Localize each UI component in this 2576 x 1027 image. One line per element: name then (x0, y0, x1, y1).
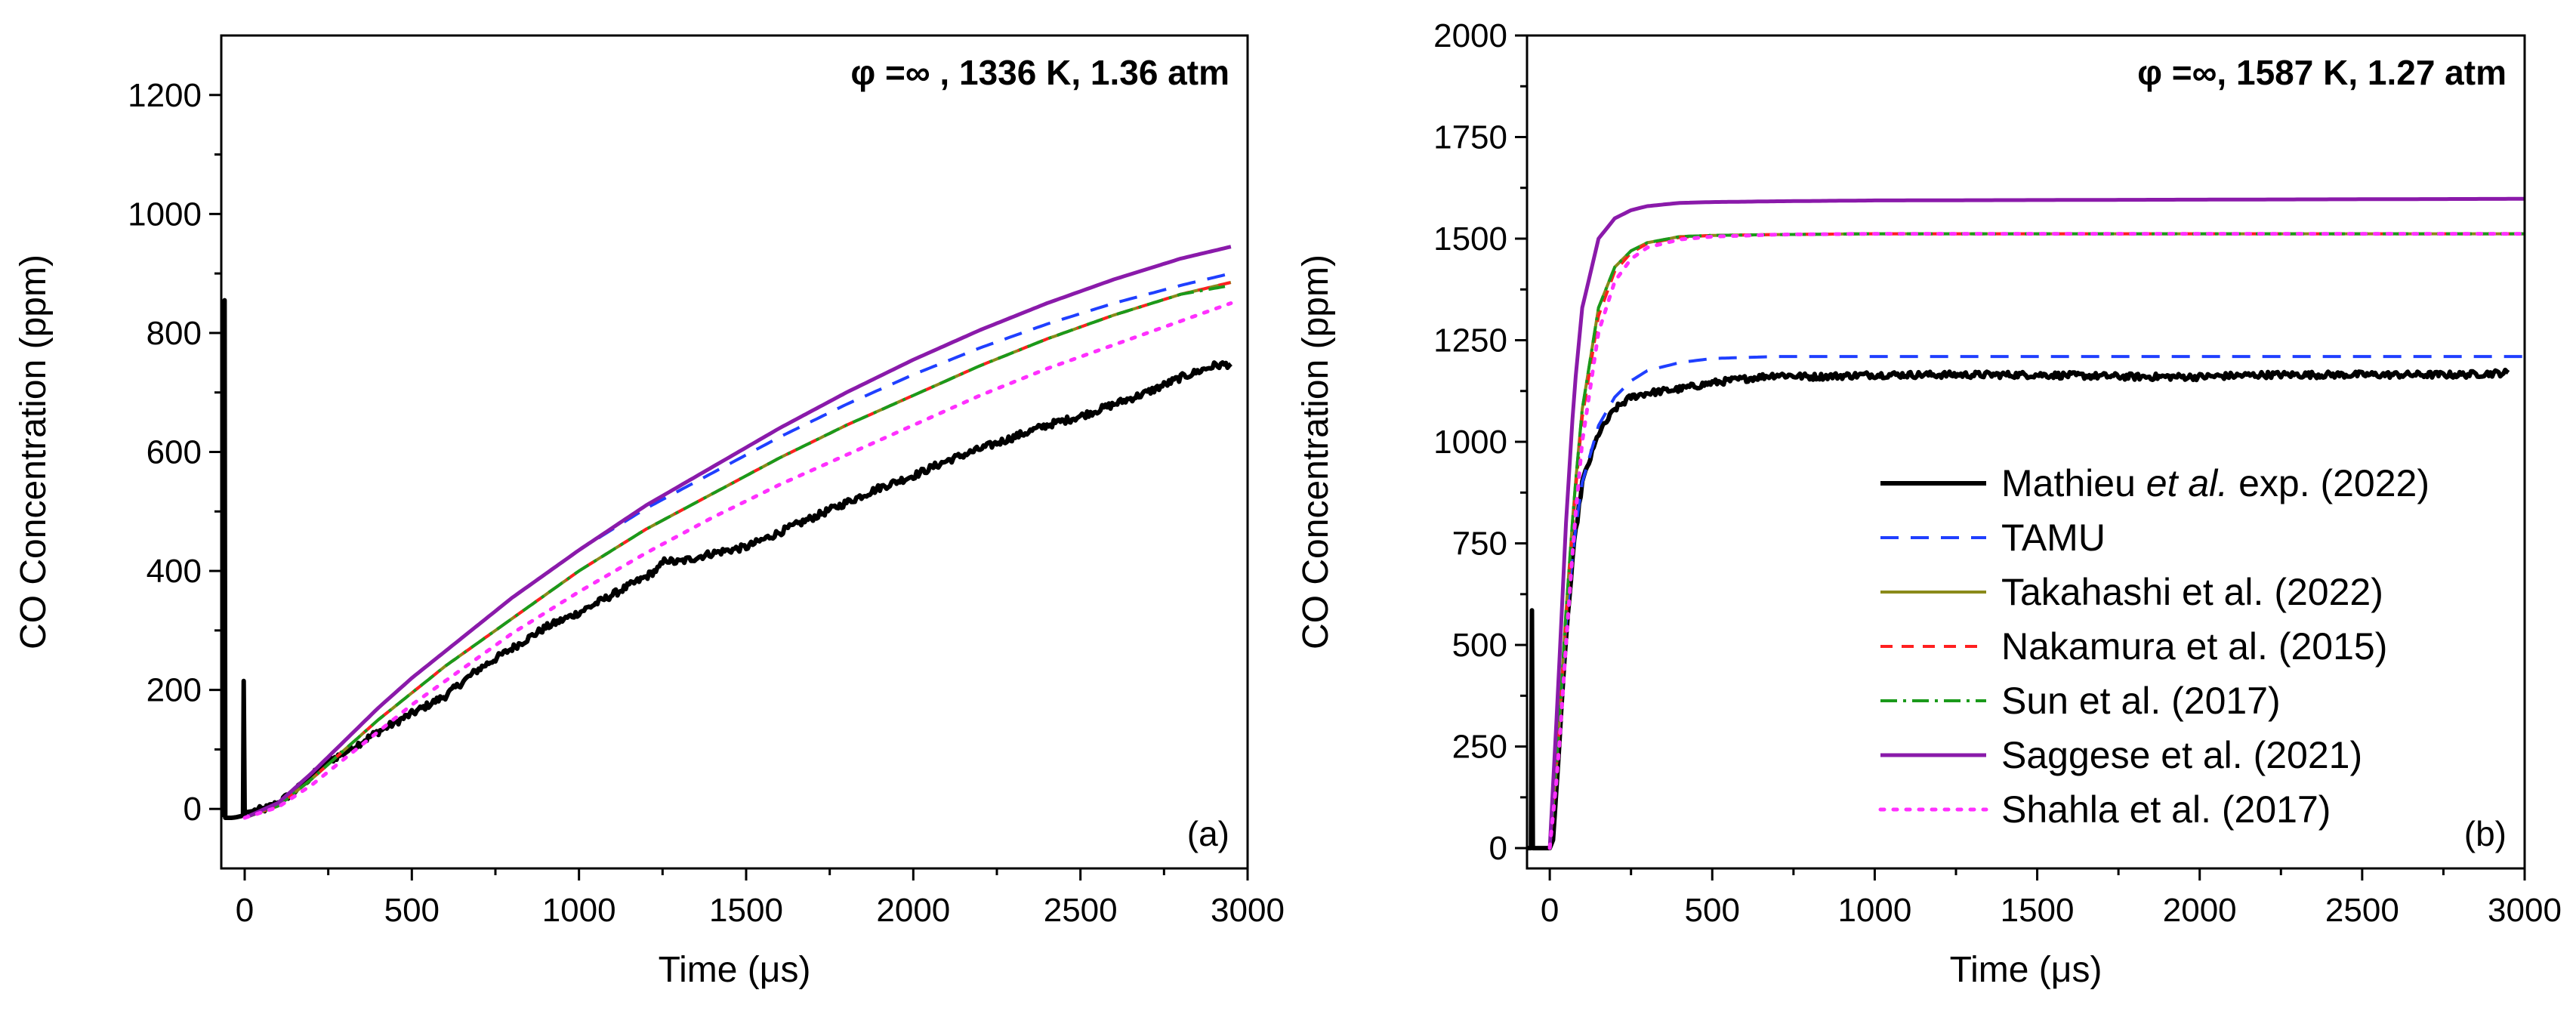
y-tick-label: 1500 (1433, 221, 1507, 258)
x-tick-label: 3000 (1211, 892, 1285, 929)
x-tick-label: 2000 (876, 892, 950, 929)
x-axis-label-unit: μs (760, 950, 799, 990)
chart-title: φ =∞ , 1336 K, 1.36 atm (850, 53, 1229, 92)
legend-entry: Saggese et al. (2021) (2001, 734, 2362, 776)
x-axis-label: Time (μs) (659, 950, 811, 990)
legend-entry: Shahla et al. (2017) (2001, 788, 2331, 831)
legend-entry: Sun et al. (2017) (2001, 680, 2281, 722)
x-tick-label: 0 (1541, 892, 1559, 929)
series-line-mathieu-et-al-exp-2022 (221, 298, 1232, 820)
legend-entry-text: Takahashi et al. (2022) (2001, 571, 2383, 613)
y-axis-label: CO Concentration (ppm) (1296, 254, 1336, 649)
legend-entry-text: Sun et al. (2017) (2001, 680, 2281, 722)
series-line-shahla-et-al-2017 (242, 301, 1233, 820)
legend-entry: TAMU (2001, 517, 2106, 559)
panel-label: (a) (1187, 814, 1229, 853)
x-axis-label-text: Time ( (659, 950, 760, 990)
legend-entry-text: Nakamura et al. (2015) (2001, 625, 2387, 668)
chart-panel-b: 0 500 1000 1500 2000 2500 3000 0 250 500 750 1000 12… (1296, 17, 2562, 990)
x-tick-label: 1000 (542, 892, 616, 929)
y-tick-label: 1200 (128, 77, 202, 114)
x-tick-label: 500 (384, 892, 440, 929)
y-tick-label: 1250 (1433, 322, 1507, 359)
y-tick-label: 0 (184, 791, 202, 828)
plot-area (1527, 196, 2525, 851)
y-tick-label: 0 (1489, 830, 1507, 867)
x-tick-label: 500 (1685, 892, 1740, 929)
y-tick-label: 200 (147, 672, 202, 709)
y-tick-label: 1000 (128, 196, 202, 233)
y-tick-label: 250 (1452, 729, 1507, 766)
chart-panel-a: 0 500 1000 1500 2000 2500 3000 0 200 400 600 800 100… (14, 34, 1285, 990)
y-axis-label: CO Concentration (ppm) (14, 254, 54, 649)
series-line-mathieu-et-al-exp-2022 (1527, 367, 2510, 851)
x-axis-label-close: ) (2090, 950, 2102, 990)
x-tick-label: 3000 (2488, 892, 2562, 929)
y-tick-label: 800 (147, 315, 202, 352)
legend-entry-part: et al. (2146, 462, 2228, 504)
x-tick-label: 2500 (2325, 892, 2399, 929)
series-line-saggese-et-al-2021 (244, 245, 1232, 820)
legend-entry-text: Saggese et al. (2021) (2001, 734, 2362, 776)
x-axis-label: Time (μs) (1950, 950, 2102, 990)
series-line-shahla-et-al-2017 (1547, 232, 2525, 850)
y-tick-label: 1750 (1433, 119, 1507, 156)
y-tick-label: 500 (1452, 627, 1507, 664)
plot-area (221, 245, 1233, 820)
legend-entry: Mathieu et al. exp. (2022) (2001, 462, 2429, 504)
x-tick-label: 2500 (1044, 892, 1118, 929)
legend-entry-part: exp. (2022) (2228, 462, 2429, 504)
x-tick-label: 1500 (2001, 892, 2075, 929)
y-tick-label: 750 (1452, 526, 1507, 563)
y-tick-label: 600 (147, 434, 202, 471)
legend: Mathieu et al. exp. (2022) TAMU Takahashi … (1878, 462, 2429, 831)
x-tick-label: 2000 (2163, 892, 2237, 929)
x-tick-label: 1500 (709, 892, 783, 929)
x-axis-label-unit: μs (2051, 950, 2090, 990)
y-tick-label: 400 (147, 553, 202, 590)
x-axis-label-text: Time ( (1950, 950, 2051, 990)
series-line-tamu (1548, 355, 2525, 849)
chart-title: φ =∞, 1587 K, 1.27 atm (2137, 53, 2507, 92)
legend-entry-part: Mathieu (2001, 462, 2146, 504)
x-tick-label: 1000 (1837, 892, 1911, 929)
x-tick-label: 0 (236, 892, 254, 929)
legend-entry: Takahashi et al. (2022) (2001, 571, 2383, 613)
plot-frame (220, 34, 1249, 870)
legend-entry-text: TAMU (2001, 517, 2106, 559)
series-line-saggese-et-al-2021 (1547, 196, 2525, 849)
y-tick-label: 1000 (1433, 424, 1507, 461)
x-axis-label-close: ) (798, 950, 810, 990)
legend-entry: Nakamura et al. (2015) (2001, 625, 2387, 668)
legend-entry-text: Shahla et al. (2017) (2001, 788, 2331, 831)
plot-frame (1526, 34, 2526, 870)
panel-label: (b) (2464, 814, 2507, 853)
y-tick-label: 2000 (1433, 17, 1507, 54)
series-line-sun-et-al-2017 (244, 283, 1232, 819)
